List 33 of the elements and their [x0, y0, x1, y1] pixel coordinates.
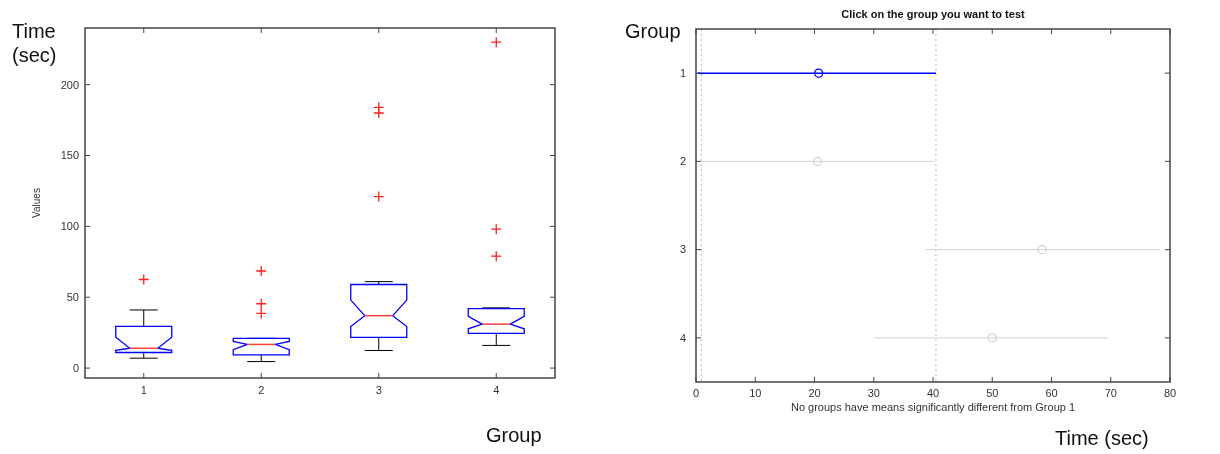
x-tick-label: 30	[867, 387, 880, 399]
y-tick-label: 2	[679, 155, 686, 168]
text: Group	[625, 20, 681, 42]
x-tick-label: 3	[375, 384, 382, 396]
y-tick-label: 50	[66, 291, 79, 304]
y-tick-label: 0	[72, 361, 79, 374]
y-tick-label: 4	[679, 331, 686, 344]
y-tick-label: 200	[60, 78, 79, 91]
x-tick-label: 1	[140, 384, 147, 396]
point	[1037, 244, 1047, 255]
x-tick-label: 40	[926, 387, 940, 399]
y-axis-title: Values	[31, 188, 42, 218]
point	[987, 333, 997, 343]
x-axis-title: No groups have means significantly different from Group 1	[790, 401, 1076, 413]
point	[814, 68, 824, 78]
x-tick-label: 50	[986, 387, 999, 399]
point	[812, 156, 823, 167]
x-tick-label: 4	[493, 384, 500, 396]
text: Time (sec)	[12, 20, 57, 66]
y-tick-label: 150	[60, 149, 79, 162]
text: Group	[486, 424, 542, 446]
y-tick-label: 3	[679, 243, 686, 256]
x-tick-label: 60	[1045, 387, 1058, 399]
x-tick-label: 70	[1104, 387, 1117, 399]
y-tick-label: 100	[60, 220, 79, 233]
x-tick-label: 80	[1163, 387, 1177, 399]
x-tick-label: 10	[749, 387, 762, 399]
x-tick-label: 0	[692, 387, 700, 399]
x-tick-label: 2	[258, 384, 265, 396]
y-tick-label: 1	[679, 66, 686, 79]
chart-title: Click on the group you want to test	[841, 8, 1025, 20]
text: Time (sec)	[1055, 427, 1149, 449]
x-tick-label: 20	[808, 387, 821, 399]
